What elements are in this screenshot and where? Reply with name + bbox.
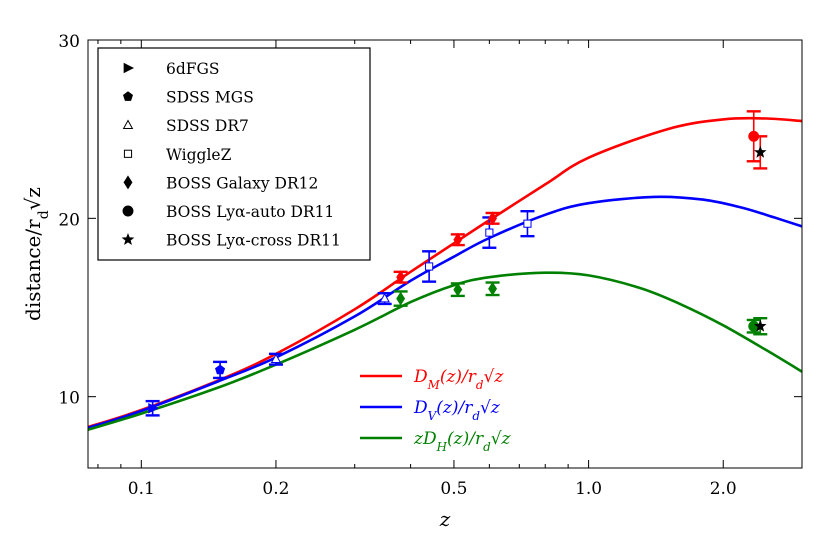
model-curve (87, 271, 803, 431)
legend-marker (123, 149, 133, 158)
data-point-marker (523, 219, 532, 228)
x-tick-label: 0.1 (128, 479, 155, 499)
data-point-marker (425, 262, 434, 271)
data-point-marker (148, 403, 159, 414)
data-point-group (485, 281, 500, 297)
data-point-group (145, 399, 160, 417)
x-tick-label: 1.0 (575, 479, 602, 499)
plot-frame (87, 39, 803, 469)
data-point-marker (485, 228, 494, 237)
legend-marker (122, 119, 134, 129)
legend-label: SDSS DR7 (166, 117, 249, 135)
data-point-group (485, 211, 500, 226)
y-axis-label: distance/rd√z (21, 187, 52, 321)
x-tick-label: 2.0 (710, 479, 737, 499)
data-point-group (450, 232, 465, 247)
x-axis-label: z (439, 507, 451, 531)
data-point-group (377, 292, 392, 306)
legend-marker (122, 205, 134, 217)
legend-item: BOSS Galaxy DR12 (123, 174, 318, 192)
data-point-marker (753, 145, 767, 158)
legend-item: 6dFGS (123, 60, 220, 78)
y-tick-label: 30 (58, 32, 80, 52)
y-tick-label: 10 (58, 389, 80, 409)
x-tick-label: 0.2 (262, 479, 289, 499)
legend: 6dFGS SDSS MGS SDSS DR7 WiggleZ BOSS Galaxy … (97, 47, 371, 261)
y-tick-label: 20 (58, 210, 80, 230)
legend-label: 6dFGS (166, 60, 220, 78)
data-point-group (213, 360, 228, 380)
data-point-group (393, 270, 408, 285)
legend-marker (123, 91, 133, 101)
legend-item: SDSS DR7 (122, 117, 249, 135)
data-point-group (753, 317, 768, 336)
legend-marker (121, 232, 135, 245)
model-curve (87, 195, 803, 430)
data-point-marker (488, 281, 498, 296)
data-point-marker (488, 211, 498, 226)
x-tick-label: 0.5 (440, 479, 467, 499)
legend-label: BOSS Lyα-cross DR11 (166, 232, 341, 250)
data-point-group (268, 352, 283, 366)
data-point-layer (145, 110, 768, 417)
legend-item: WiggleZ (123, 146, 232, 164)
legend-item: BOSS Lyα-auto DR11 (122, 203, 334, 221)
legend-label: SDSS MGS (166, 89, 254, 107)
legend-box (97, 47, 371, 261)
data-point-group (746, 318, 761, 334)
legend-item: BOSS Lyα-cross DR11 (121, 232, 341, 250)
axis-ticks: 0.1 0.2 0.5 1.0 2.0 10 20 30 (58, 32, 803, 499)
data-point-marker (379, 292, 390, 303)
legend-label: WiggleZ (166, 146, 232, 164)
legend-item: SDSS MGS (123, 89, 254, 107)
legend-marker (123, 175, 133, 190)
data-point-marker (453, 282, 463, 297)
data-point-group (520, 209, 535, 238)
data-point-group (393, 290, 408, 307)
data-point-marker (453, 232, 463, 247)
data-point-marker (753, 319, 767, 332)
data-point-group (753, 135, 768, 170)
legend-label: BOSS Lyα-auto DR11 (166, 203, 334, 221)
legend-label: BOSS Galaxy DR12 (166, 174, 318, 192)
data-point-group (450, 282, 465, 298)
data-point-marker (215, 364, 226, 375)
data-point-group (422, 250, 437, 283)
data-point-marker (396, 270, 406, 285)
curve-layer (87, 116, 803, 431)
data-point-marker (396, 291, 406, 306)
legend-marker (123, 62, 135, 74)
data-point-marker (270, 353, 282, 364)
